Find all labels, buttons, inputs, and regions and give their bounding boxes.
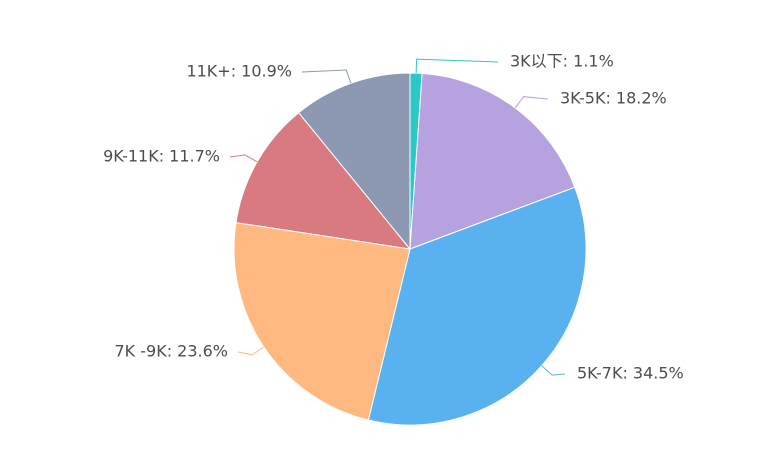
slice-label-1: 3K-5K: 18.2% bbox=[560, 89, 667, 108]
pie-slice-2[interactable] bbox=[367, 186, 587, 426]
slices-layer bbox=[233, 72, 587, 426]
slice-label-5: 11K+: 10.9% bbox=[186, 62, 292, 81]
leader-lines-layer bbox=[229, 58, 566, 376]
leader-line-0 bbox=[415, 58, 499, 74]
leader-line-5 bbox=[301, 69, 352, 84]
leader-line-2 bbox=[541, 365, 566, 376]
slice-label-2: 5K-7K: 34.5% bbox=[577, 364, 684, 383]
pie-slice-1[interactable] bbox=[409, 72, 576, 250]
slice-label-0: 3K以下: 1.1% bbox=[510, 52, 614, 71]
leader-line-1 bbox=[514, 96, 549, 109]
slice-label-3: 7K -9K: 23.6% bbox=[114, 342, 228, 361]
pie-slice-4[interactable] bbox=[235, 111, 412, 250]
pie-slice-3[interactable] bbox=[233, 221, 411, 421]
leader-line-3 bbox=[237, 346, 265, 356]
slice-label-4: 9K-11K: 11.7% bbox=[103, 147, 220, 166]
labels-layer: 3K以下: 1.1% 3K-5K: 18.2% 5K-7K: 34.5% 7K -9K… bbox=[103, 52, 684, 383]
leader-line-4 bbox=[229, 154, 258, 163]
pie-slice-5[interactable] bbox=[297, 72, 411, 251]
